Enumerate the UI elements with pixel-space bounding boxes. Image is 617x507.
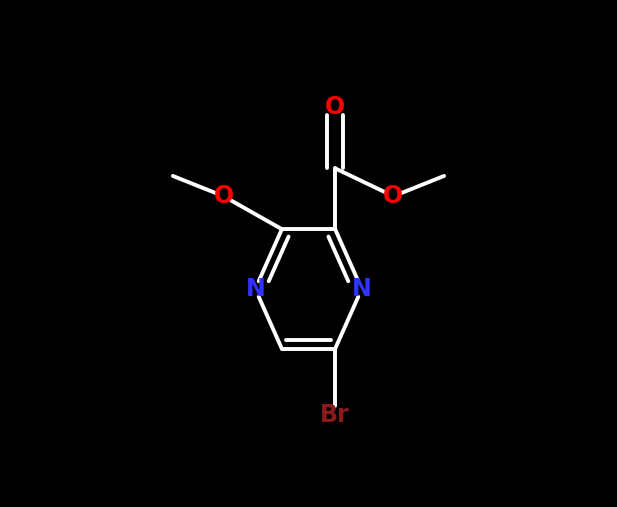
Text: O: O (325, 95, 345, 120)
Text: N: N (352, 277, 371, 301)
Text: N: N (246, 277, 265, 301)
Text: Br: Br (320, 403, 350, 427)
Text: O: O (383, 184, 404, 208)
Text: O: O (213, 184, 234, 208)
